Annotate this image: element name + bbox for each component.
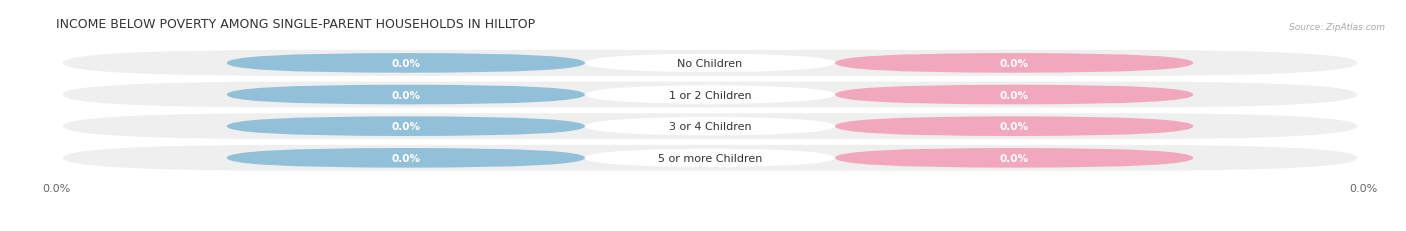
Text: 0.0%: 0.0% xyxy=(1000,59,1029,69)
Text: 0.0%: 0.0% xyxy=(1000,90,1029,100)
Text: 0.0%: 0.0% xyxy=(1000,122,1029,132)
FancyBboxPatch shape xyxy=(585,117,835,136)
Text: 1 or 2 Children: 1 or 2 Children xyxy=(669,90,751,100)
FancyBboxPatch shape xyxy=(226,117,585,136)
Text: 0.0%: 0.0% xyxy=(391,153,420,163)
FancyBboxPatch shape xyxy=(585,54,835,73)
FancyBboxPatch shape xyxy=(63,114,1357,140)
Text: 0.0%: 0.0% xyxy=(1000,153,1029,163)
FancyBboxPatch shape xyxy=(585,85,835,105)
Text: 0.0%: 0.0% xyxy=(391,90,420,100)
FancyBboxPatch shape xyxy=(226,85,585,105)
FancyBboxPatch shape xyxy=(835,85,1194,105)
FancyBboxPatch shape xyxy=(585,148,835,168)
Text: 3 or 4 Children: 3 or 4 Children xyxy=(669,122,751,132)
FancyBboxPatch shape xyxy=(226,148,585,168)
FancyBboxPatch shape xyxy=(63,51,1357,76)
FancyBboxPatch shape xyxy=(63,145,1357,171)
FancyBboxPatch shape xyxy=(835,117,1194,136)
FancyBboxPatch shape xyxy=(835,148,1194,168)
FancyBboxPatch shape xyxy=(226,54,585,73)
Text: 0.0%: 0.0% xyxy=(391,122,420,132)
Text: 0.0%: 0.0% xyxy=(391,59,420,69)
Text: 5 or more Children: 5 or more Children xyxy=(658,153,762,163)
Legend: Single Father, Single Mother: Single Father, Single Mother xyxy=(603,227,817,231)
Text: Source: ZipAtlas.com: Source: ZipAtlas.com xyxy=(1289,23,1385,32)
Text: No Children: No Children xyxy=(678,59,742,69)
FancyBboxPatch shape xyxy=(835,54,1194,73)
FancyBboxPatch shape xyxy=(63,82,1357,108)
Text: INCOME BELOW POVERTY AMONG SINGLE-PARENT HOUSEHOLDS IN HILLTOP: INCOME BELOW POVERTY AMONG SINGLE-PARENT… xyxy=(56,18,536,30)
